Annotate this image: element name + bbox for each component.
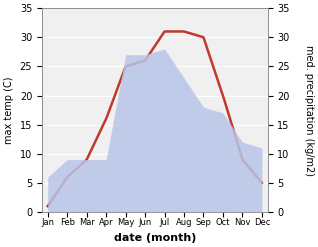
X-axis label: date (month): date (month) <box>114 233 196 243</box>
Y-axis label: max temp (C): max temp (C) <box>4 76 14 144</box>
Y-axis label: med. precipitation (kg/m2): med. precipitation (kg/m2) <box>304 45 314 176</box>
